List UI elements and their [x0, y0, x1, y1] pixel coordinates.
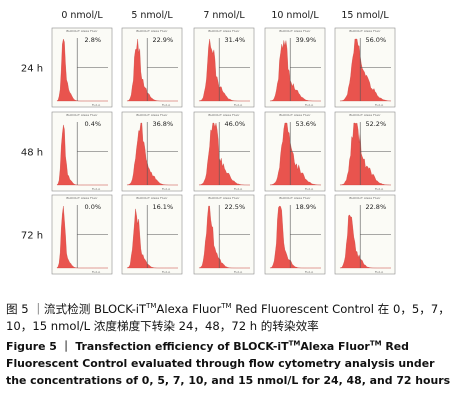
histogram-panel: BLOCK-iT Alexa Fluor 16.1% FL2-A	[121, 194, 183, 275]
histogram-panel: BLOCK-iT Alexa Fluor 52.2% FL2-A	[334, 111, 396, 192]
histogram-fill	[198, 38, 250, 102]
histogram-panel: BLOCK-iT Alexa Fluor 39.9% FL2-A	[264, 27, 326, 108]
caption-en-tm-2: TM	[369, 339, 382, 348]
panel-axis-label: FL2-A	[234, 187, 243, 191]
percent-label: 2.8%	[85, 36, 102, 44]
histogram-fill	[56, 38, 108, 102]
figure-caption-chinese: 图 5 ｜流式检测 BLOCK-iTTMAlexa FluorTM Red Fl…	[6, 301, 452, 335]
histogram-fill	[56, 124, 108, 186]
histogram-fill	[126, 122, 178, 186]
panel-axis-label: FL2-A	[162, 270, 171, 274]
panel-axis-label: FL2-A	[234, 103, 243, 107]
percent-label: 16.1%	[152, 203, 173, 211]
histogram-panel: BLOCK-iT Alexa Fluor 22.9% FL2-A	[121, 27, 183, 108]
panel-header: BLOCK-iT Alexa Fluor	[279, 196, 311, 200]
percent-label: 0.4%	[85, 120, 102, 128]
caption-en-rest: Red Fluorescent Control evaluated throug…	[6, 340, 451, 387]
histogram-fill	[269, 40, 321, 102]
histogram-panel: BLOCK-iT Alexa Fluor 56.0% FL2-A	[334, 27, 396, 108]
panel-header: BLOCK-iT Alexa Fluor	[208, 29, 240, 33]
histogram-fill	[126, 208, 178, 269]
panel-axis-label: FL2-A	[92, 187, 101, 191]
caption-en-prefix: Figure 5 ｜ Transfection efficiency of BL…	[6, 340, 289, 353]
panel-axis-label: FL2-A	[92, 103, 101, 107]
percent-label: 18.9%	[295, 203, 316, 211]
panel-header: BLOCK-iT Alexa Fluor	[66, 196, 98, 200]
panel-axis-label: FL2-A	[92, 270, 101, 274]
histogram-fill	[269, 205, 321, 269]
percent-label: 22.9%	[152, 36, 173, 44]
panel-axis-label: FL2-A	[305, 103, 314, 107]
column-labels: 0 nmol/L 5 nmol/L 7 nmol/L 10 nmol/L 15 nmol…	[61, 10, 389, 21]
panel-header: BLOCK-iT Alexa Fluor	[66, 113, 98, 117]
panel-header: BLOCK-iT Alexa Fluor	[136, 113, 168, 117]
histogram-fill	[339, 214, 391, 269]
histogram-panel: BLOCK-iT Alexa Fluor 31.4% FL2-A	[193, 27, 255, 108]
caption-cn-prefix: 图 5 ｜流式检测 BLOCK-iT	[6, 302, 147, 316]
histogram-panel: BLOCK-iT Alexa Fluor 0.0% FL2-A	[51, 194, 113, 275]
caption-cn-mid: Alexa Fluor	[156, 302, 222, 316]
histogram-panel: BLOCK-iT Alexa Fluor 22.5% FL2-A	[193, 194, 255, 275]
panel-header: BLOCK-iT Alexa Fluor	[279, 113, 311, 117]
panel-axis-label: FL2-A	[162, 103, 171, 107]
histogram-panel: BLOCK-iT Alexa Fluor 53.6% FL2-A	[264, 111, 326, 192]
percent-label: 46.0%	[224, 120, 245, 128]
histogram-panel: BLOCK-iT Alexa Fluor 18.9% FL2-A	[264, 194, 326, 275]
column-label: 7 nmol/L	[203, 10, 245, 21]
histogram-panel: BLOCK-iT Alexa Fluor 36.8% FL2-A	[121, 111, 183, 192]
percent-label: 22.8%	[365, 203, 386, 211]
column-label: 10 nmol/L	[271, 10, 319, 21]
histogram-fill	[339, 38, 392, 102]
panel-header: BLOCK-iT Alexa Fluor	[208, 113, 240, 117]
histogram-fill	[198, 205, 250, 269]
histogram-panel: BLOCK-iT Alexa Fluor 2.8% FL2-A	[51, 27, 113, 108]
histogram-panel: BLOCK-iT Alexa Fluor 22.8% FL2-A	[334, 194, 396, 275]
histogram-fill	[339, 122, 392, 186]
panel-axis-label: FL2-A	[234, 270, 243, 274]
row-labels: 24 h 48 h 72 h	[21, 64, 43, 242]
percent-label: 56.0%	[365, 36, 386, 44]
panel-header: BLOCK-iT Alexa Fluor	[349, 113, 381, 117]
panel-axis-label: FL2-A	[375, 187, 384, 191]
row-label: 72 h	[21, 231, 43, 242]
histogram-fill	[126, 38, 178, 102]
histogram-panel: BLOCK-iT Alexa Fluor 0.4% FL2-A	[51, 111, 113, 192]
row-label: 24 h	[21, 64, 43, 75]
column-label: 5 nmol/L	[131, 10, 173, 21]
percent-label: 36.8%	[152, 120, 173, 128]
percent-label: 53.6%	[295, 120, 316, 128]
panel-header: BLOCK-iT Alexa Fluor	[349, 196, 381, 200]
histogram-fill	[198, 122, 251, 186]
panel-header: BLOCK-iT Alexa Fluor	[208, 196, 240, 200]
caption-en-mid: Alexa Fluor	[300, 340, 370, 353]
histogram-fill	[56, 206, 108, 269]
figure-caption-english: Figure 5 ｜ Transfection efficiency of BL…	[6, 338, 452, 389]
caption-cn-rest: Red Fluorescent Control 在 0，5，7，10，15 nm…	[6, 302, 450, 333]
histogram-fill	[269, 122, 322, 186]
column-label: 0 nmol/L	[61, 10, 103, 21]
percent-label: 31.4%	[224, 36, 245, 44]
panel-header: BLOCK-iT Alexa Fluor	[136, 29, 168, 33]
panel-header: BLOCK-iT Alexa Fluor	[66, 29, 98, 33]
caption-cn-tm-1: TM	[146, 302, 157, 311]
caption-en-tm-1: TM	[288, 339, 301, 348]
row-label: 48 h	[21, 148, 43, 159]
panel-header: BLOCK-iT Alexa Fluor	[136, 196, 168, 200]
flow-cytometry-figure: 0 nmol/L 5 nmol/L 7 nmol/L 10 nmol/L 15 nmol…	[21, 10, 396, 275]
panel-axis-label: FL2-A	[162, 187, 171, 191]
histogram-panel: BLOCK-iT Alexa Fluor 46.0% FL2-A	[193, 111, 255, 192]
panel-axis-label: FL2-A	[375, 103, 384, 107]
panel-axis-label: FL2-A	[305, 270, 314, 274]
percent-label: 52.2%	[365, 120, 386, 128]
percent-label: 22.5%	[224, 203, 245, 211]
panel-axis-label: FL2-A	[305, 187, 314, 191]
percent-label: 39.9%	[295, 36, 316, 44]
panel-axis-label: FL2-A	[375, 270, 384, 274]
column-label: 15 nmol/L	[341, 10, 389, 21]
panel-header: BLOCK-iT Alexa Fluor	[349, 29, 381, 33]
caption-cn-tm-2: TM	[221, 302, 232, 311]
panel-header: BLOCK-iT Alexa Fluor	[279, 29, 311, 33]
percent-label: 0.0%	[85, 203, 102, 211]
